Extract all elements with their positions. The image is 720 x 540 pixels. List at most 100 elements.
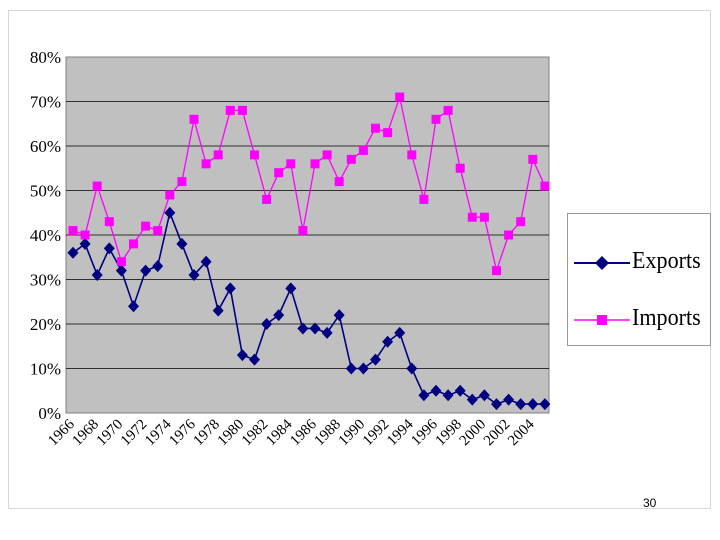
data-point-exports [91, 269, 103, 282]
x-axis-tick-labels: 1966196819701972197419761978198019821984… [45, 416, 538, 449]
data-point-imports [153, 226, 163, 236]
y-tick-label: 30% [30, 271, 61, 290]
data-point-imports [407, 150, 417, 160]
data-point-exports [261, 318, 273, 330]
data-point-imports [322, 150, 332, 160]
data-point-imports [250, 150, 259, 160]
data-point-exports [394, 326, 406, 339]
data-point-exports [478, 389, 490, 402]
data-point-imports [358, 145, 368, 155]
x-tick-label: 1978 [191, 417, 224, 450]
data-point-exports [527, 398, 539, 411]
data-point-exports [285, 282, 297, 295]
data-point-exports [309, 322, 321, 335]
data-point-imports [141, 221, 151, 231]
data-point-exports [273, 309, 285, 322]
x-tick-label: 1970 [94, 417, 127, 450]
data-point-imports [298, 226, 308, 236]
data-point-exports [152, 260, 164, 273]
data-point-imports [213, 150, 223, 160]
legend-item-exports: Exports [568, 244, 710, 284]
data-point-exports [224, 282, 236, 295]
data-point-imports [455, 163, 465, 173]
data-point-exports [503, 393, 515, 406]
data-point-imports [479, 212, 489, 222]
data-point-exports [491, 398, 502, 411]
data-point-imports [165, 190, 175, 200]
data-point-exports [79, 237, 91, 250]
legend-label-imports: Imports [632, 305, 701, 331]
data-point-exports [115, 264, 127, 277]
series-line-exports [72, 210, 545, 405]
legend-item-imports: Imports [568, 301, 710, 341]
data-point-exports [103, 242, 115, 255]
data-point-exports [406, 362, 418, 375]
data-point-exports [200, 255, 212, 268]
y-tick-label: 0% [38, 404, 61, 423]
x-tick-label: 2002 [481, 417, 514, 450]
data-point-exports [188, 269, 200, 282]
data-point-exports [321, 326, 333, 339]
data-point-imports [310, 159, 320, 169]
data-point-imports [201, 159, 211, 169]
data-point-imports [92, 181, 102, 191]
data-point-imports [80, 230, 90, 240]
data-point-imports [395, 92, 405, 102]
y-tick-label: 60% [30, 137, 61, 156]
data-point-imports [274, 168, 284, 178]
x-tick-label: 1982 [239, 417, 272, 450]
data-point-imports [104, 217, 114, 227]
data-point-imports [540, 181, 550, 191]
data-point-imports [383, 128, 393, 138]
data-point-exports [333, 309, 345, 322]
x-tick-label: 1998 [433, 417, 466, 450]
data-point-imports [346, 154, 356, 164]
data-point-exports [176, 237, 188, 250]
data-point-imports [225, 105, 235, 115]
data-point-exports [128, 300, 139, 313]
data-point-exports [382, 335, 394, 348]
data-point-exports [418, 389, 430, 402]
data-point-exports [539, 398, 551, 411]
x-tick-label: 1990 [336, 417, 369, 450]
x-tick-label: 1992 [360, 417, 393, 450]
data-point-exports [67, 246, 79, 259]
data-point-imports [116, 257, 126, 267]
x-tick-label: 1988 [312, 417, 345, 450]
data-point-imports [516, 217, 526, 227]
data-point-exports [370, 353, 381, 366]
y-tick-label: 20% [30, 315, 61, 334]
data-point-imports [237, 105, 247, 115]
data-point-exports [430, 384, 442, 397]
legend-swatch-imports [574, 315, 630, 325]
data-point-imports [177, 177, 187, 187]
chart-legend: Exports Imports [567, 213, 711, 346]
y-tick-label: 40% [30, 226, 61, 245]
data-point-exports [357, 362, 369, 375]
x-tick-label: 2004 [505, 416, 538, 449]
legend-label-exports: Exports [632, 248, 701, 274]
y-axis-tick-labels: 0% 10% 20% 30% 40% 50% 60% 70% 80% [30, 48, 61, 423]
y-tick-label: 70% [30, 93, 61, 112]
data-point-imports [262, 194, 272, 204]
page-number: 30 [643, 496, 657, 510]
x-tick-label: 1980 [215, 417, 248, 450]
series-line-imports [72, 94, 546, 273]
y-tick-label: 50% [30, 182, 61, 201]
data-point-imports [528, 154, 538, 164]
data-point-exports [236, 349, 248, 362]
series-layer [67, 92, 551, 411]
data-point-exports [249, 353, 260, 366]
data-point-imports [419, 194, 429, 204]
data-point-exports [140, 264, 152, 277]
data-point-imports [371, 123, 380, 133]
data-point-imports [189, 114, 199, 124]
y-tick-label: 80% [30, 48, 61, 67]
y-tick-label: 10% [30, 360, 61, 379]
x-tick-label: 1972 [118, 417, 151, 450]
data-point-exports [345, 362, 357, 375]
data-point-imports [286, 159, 296, 169]
data-point-imports [443, 105, 453, 115]
data-point-exports [515, 398, 527, 411]
